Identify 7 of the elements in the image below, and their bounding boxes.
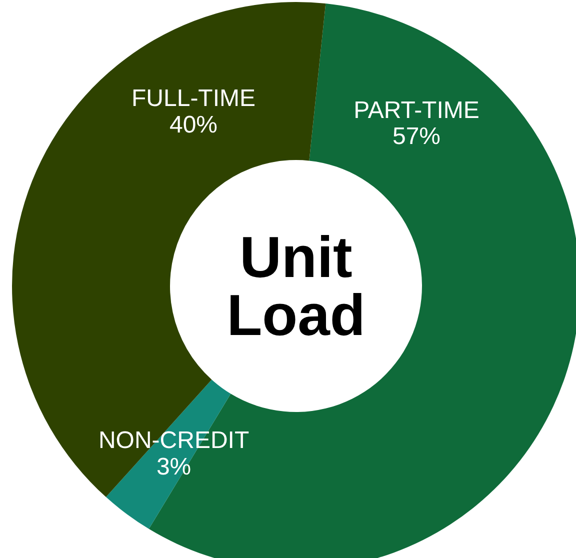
slice-label: NON-CREDIT [98, 427, 250, 454]
slice-label: FULL-TIME [131, 85, 256, 112]
text: Unit Load [226, 225, 366, 348]
slice-label: PART-TIME [354, 96, 480, 124]
data-label: 40% [169, 111, 218, 138]
data-label: 57% [392, 123, 441, 150]
data-label: 3% [156, 454, 192, 481]
